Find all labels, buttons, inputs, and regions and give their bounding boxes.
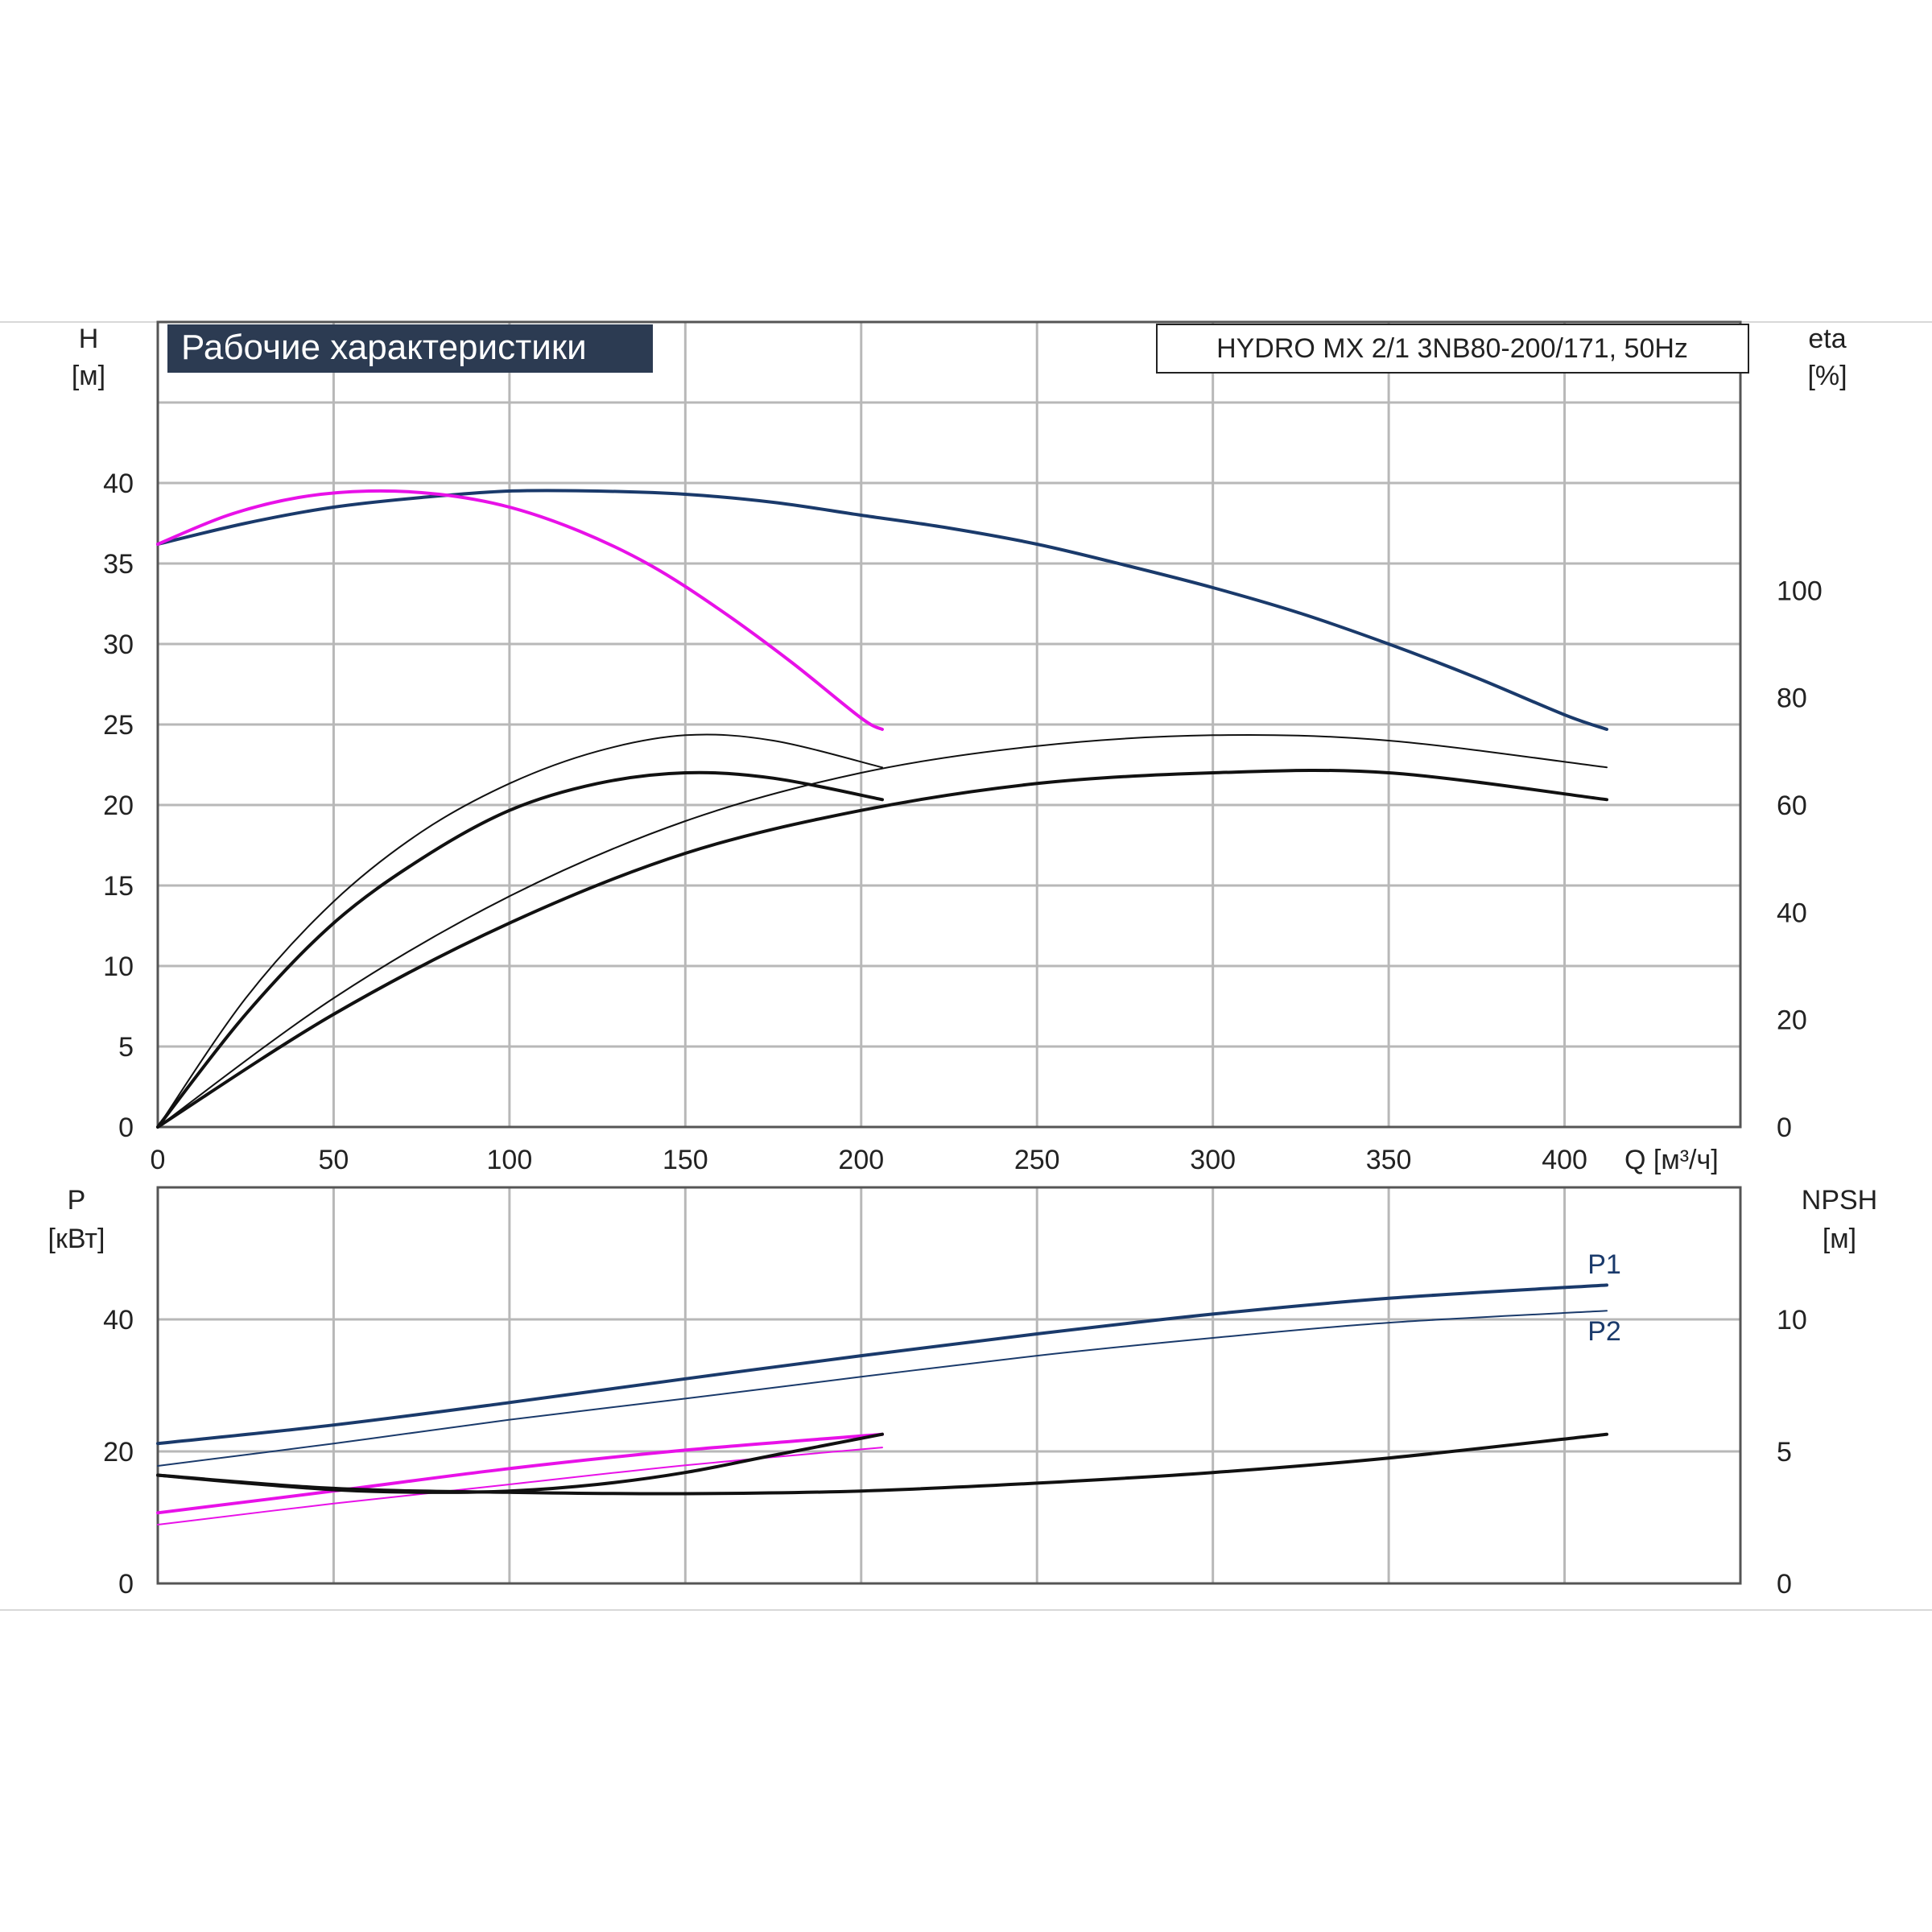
eta-axis-symbol: eta xyxy=(1808,324,1846,354)
p-axis-symbol: P xyxy=(68,1185,86,1216)
x-tick-label: 0 xyxy=(151,1145,166,1175)
q-axis-label: Q [м³/ч] xyxy=(1624,1145,1719,1175)
h-tick-label: 25 xyxy=(103,710,134,741)
p-tick-label: 20 xyxy=(103,1437,134,1468)
eta-tick-label: 20 xyxy=(1777,1005,1807,1036)
x-tick-label: 150 xyxy=(663,1145,708,1175)
p-tick-label: 40 xyxy=(103,1305,134,1335)
x-tick-label: 350 xyxy=(1366,1145,1412,1175)
h-tick-label: 10 xyxy=(103,952,134,982)
p1-label: P1 xyxy=(1587,1249,1621,1280)
h-tick-label: 15 xyxy=(103,871,134,902)
bottom-series-0 xyxy=(156,1283,1608,1446)
eta-tick-label: 40 xyxy=(1777,898,1807,928)
x-tick-label: 400 xyxy=(1542,1145,1587,1175)
bottom-grid xyxy=(156,1186,1742,1585)
bottom-series-5 xyxy=(156,1432,1608,1496)
npsh-tick-label: 0 xyxy=(1777,1569,1792,1600)
eta-tick-label: 0 xyxy=(1777,1113,1792,1143)
top-plot-frame xyxy=(156,320,1742,1129)
npsh-tick-label: 5 xyxy=(1777,1437,1792,1468)
h-axis-symbol: H xyxy=(79,324,99,354)
model-label: HYDRO MX 2/1 3NB80-200/171, 50Hz xyxy=(1216,333,1688,364)
top-series-3 xyxy=(156,770,884,1129)
model-box xyxy=(1156,324,1749,374)
h-tick-label: 35 xyxy=(103,549,134,580)
x-tick-label: 200 xyxy=(838,1145,884,1175)
eta-axis-unit: [%] xyxy=(1807,361,1847,391)
h-axis-unit: [м] xyxy=(72,361,105,391)
x-tick-label: 250 xyxy=(1014,1145,1060,1175)
top-series-4 xyxy=(157,733,1608,1128)
bottom-series-2 xyxy=(156,1432,884,1515)
p2-label: P2 xyxy=(1587,1316,1621,1347)
h-tick-label: 30 xyxy=(103,630,134,660)
eta-tick-label: 80 xyxy=(1777,683,1807,714)
p-tick-label: 0 xyxy=(118,1569,134,1600)
bottom-series-1 xyxy=(157,1310,1608,1467)
x-tick-label: 100 xyxy=(487,1145,533,1175)
p-axis-unit: [кВт] xyxy=(48,1224,105,1254)
h-tick-label: 0 xyxy=(118,1113,134,1143)
top-series-0 xyxy=(156,489,1608,731)
curves xyxy=(156,489,1608,1525)
chart-title: Рабочие характеристики xyxy=(181,328,587,367)
bottom-plot-frame xyxy=(156,1186,1742,1585)
top-series-2 xyxy=(157,733,883,1128)
title-box xyxy=(167,324,653,373)
top-series-5 xyxy=(156,768,1608,1129)
npsh-axis-unit: [м] xyxy=(1823,1224,1856,1254)
top-series-1 xyxy=(156,489,884,731)
h-tick-label: 20 xyxy=(103,791,134,821)
x-tick-label: 300 xyxy=(1190,1145,1236,1175)
tick-labels: 0 50 100 150 200 250 300 350 4000510152025303540… xyxy=(103,469,1823,1600)
top-grid xyxy=(156,320,1742,1129)
npsh-axis-symbol: NPSH xyxy=(1802,1185,1877,1216)
eta-tick-label: 100 xyxy=(1777,576,1823,606)
x-tick-label: 50 xyxy=(319,1145,349,1175)
npsh-tick-label: 10 xyxy=(1777,1305,1807,1335)
h-tick-label: 40 xyxy=(103,469,134,499)
eta-tick-label: 60 xyxy=(1777,791,1807,821)
h-tick-label: 5 xyxy=(118,1032,134,1063)
